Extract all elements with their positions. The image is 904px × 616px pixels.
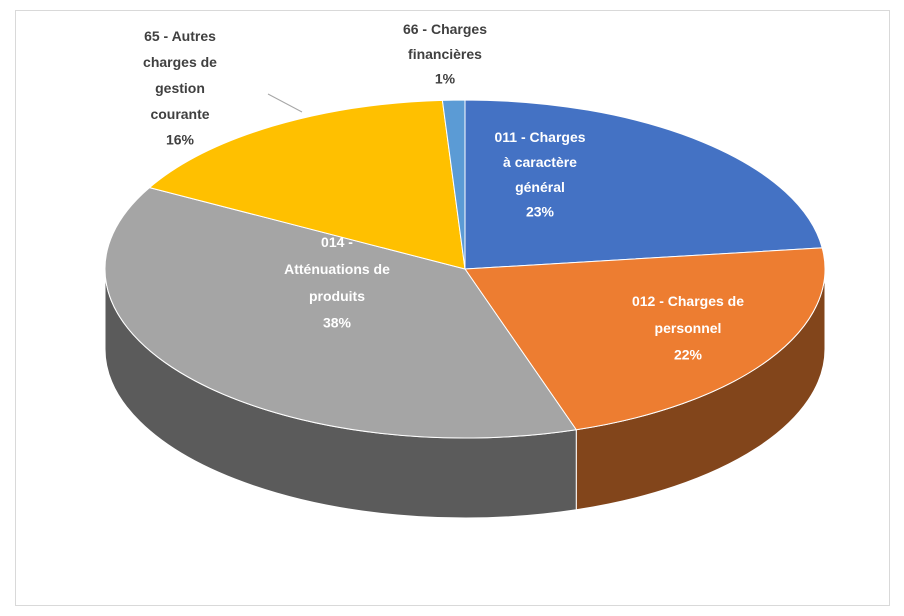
pie-slice — [104, 187, 578, 439]
pie-slice — [441, 99, 466, 270]
slice-value-label: 1% — [435, 71, 456, 87]
pie-slice — [464, 99, 823, 270]
slice-value-label: 38% — [323, 315, 352, 331]
slice-value-label: 22% — [674, 347, 703, 363]
pie-slice — [148, 99, 466, 270]
slice-label: 66 - Charges financières — [403, 21, 487, 62]
leader-line — [267, 93, 303, 113]
slice-value-label: 16% — [166, 132, 195, 148]
slice-value-label: 23% — [526, 204, 555, 220]
slice-label: 65 - Autres charges de gestion courante — [143, 28, 217, 122]
pie-slice — [464, 247, 826, 431]
slice-label: 011 - Charges à caractère général — [494, 129, 585, 195]
slice-label: 014 -Atténuations de produits — [284, 234, 390, 304]
pie-tops — [104, 99, 826, 439]
slice-label: 012 - Charges de personnel — [632, 293, 744, 336]
